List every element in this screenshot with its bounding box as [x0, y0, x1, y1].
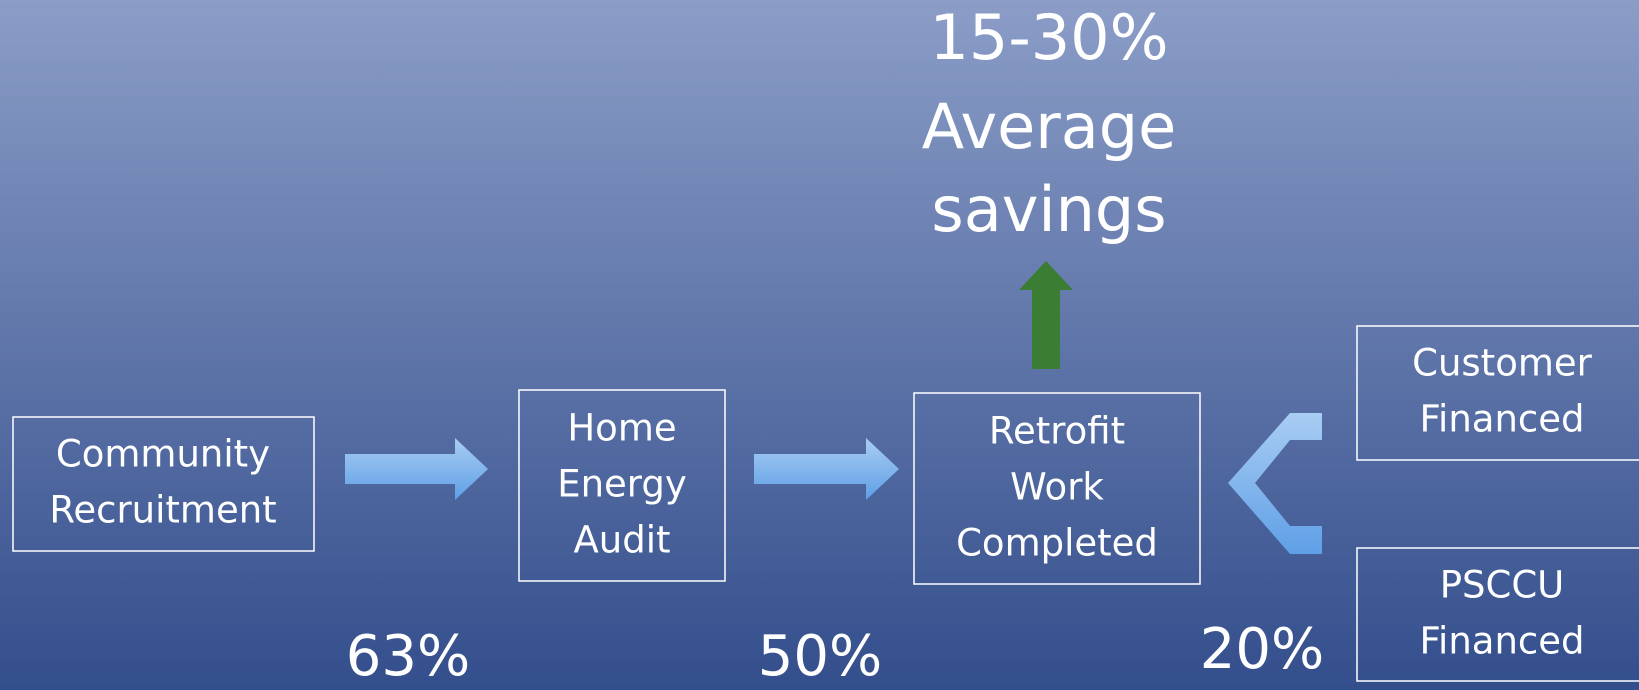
node-box: [913, 392, 1201, 585]
node-box: [12, 416, 315, 552]
node-label: Recruitment: [49, 489, 276, 532]
rate: 63%: [346, 624, 470, 689]
node-label: Energy: [557, 463, 687, 506]
node-box: [1356, 547, 1639, 682]
node-label: Completed: [956, 522, 1158, 565]
up-arrow: [1019, 261, 1073, 369]
rate: 50%: [758, 624, 882, 689]
node-label: Community: [56, 433, 270, 476]
labels: Community Recruitment Home Energy Audit Retro…: [49, 342, 1592, 663]
savings: savings: [931, 173, 1166, 246]
arrow: [345, 438, 488, 500]
rate: 20%: [1200, 617, 1324, 682]
savings: Average: [922, 90, 1177, 163]
arrow: [754, 438, 899, 500]
savings: 15-30%: [929, 1, 1168, 74]
node-label: PSCCU: [1440, 564, 1565, 607]
node-box: [518, 389, 726, 582]
node-label: Financed: [1419, 620, 1584, 663]
split-arrow: [1228, 413, 1322, 554]
node-box: [1356, 325, 1639, 461]
node-label: Home: [567, 407, 676, 450]
node-label: Audit: [573, 519, 670, 562]
node-label: Work: [1010, 466, 1104, 509]
node-label: Retrofit: [989, 410, 1125, 453]
node-label: Customer: [1412, 342, 1593, 385]
node-label: Financed: [1419, 398, 1584, 441]
